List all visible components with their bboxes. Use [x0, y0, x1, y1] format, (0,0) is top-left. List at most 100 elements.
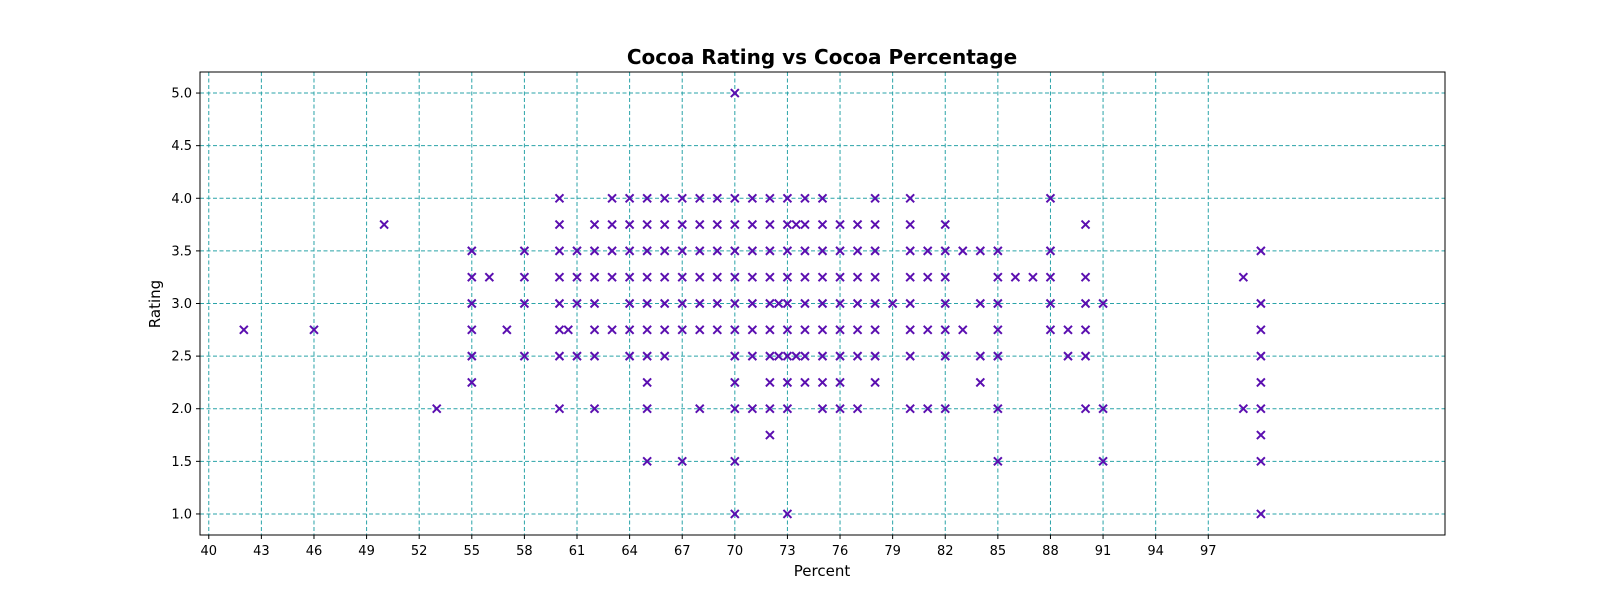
data-point [642, 272, 652, 282]
x-marker [519, 246, 530, 256]
data-point [624, 246, 635, 256]
data-point [554, 193, 565, 203]
data-point [765, 404, 775, 414]
x-marker [572, 272, 582, 282]
data-point [905, 272, 915, 282]
x-tick-label: 76 [832, 544, 849, 559]
x-marker [835, 351, 845, 361]
data-point [747, 219, 758, 230]
data-point [817, 246, 828, 256]
data-point [800, 219, 810, 230]
x-marker [642, 298, 652, 309]
x-marker [782, 298, 793, 309]
data-point [887, 298, 898, 309]
data-point [589, 298, 600, 309]
x-marker [817, 404, 828, 414]
data-point [589, 246, 600, 256]
x-marker [519, 351, 530, 361]
x-marker [782, 509, 793, 519]
x-marker [817, 219, 828, 230]
data-point [730, 325, 740, 335]
x-marker [467, 351, 477, 361]
x-tick-label: 40 [200, 544, 217, 559]
data-point [958, 325, 968, 335]
x-tick-label: 94 [1147, 544, 1164, 559]
x-marker [659, 246, 670, 256]
data-point [1028, 272, 1038, 282]
x-marker [835, 404, 845, 414]
x-marker [695, 193, 705, 203]
x-marker [747, 351, 758, 361]
x-marker [695, 246, 705, 256]
x-marker [835, 272, 845, 282]
x-marker [975, 246, 986, 256]
x-marker [993, 272, 1003, 282]
data-point [1080, 351, 1091, 361]
x-tick-label: 46 [306, 544, 323, 559]
data-point [773, 351, 784, 361]
x-marker [835, 298, 845, 309]
x-marker [589, 351, 600, 361]
x-marker [1098, 456, 1108, 467]
x-marker [730, 377, 740, 388]
x-marker [791, 351, 801, 361]
data-point [905, 351, 915, 361]
x-marker [659, 325, 670, 335]
x-marker [975, 377, 986, 388]
data-point [502, 325, 512, 335]
data-point [730, 88, 740, 98]
data-point [624, 351, 635, 361]
x-marker [624, 351, 635, 361]
x-marker [765, 193, 775, 203]
x-marker [467, 377, 477, 388]
x-marker [677, 219, 687, 230]
x-marker [773, 298, 784, 309]
x-marker [712, 272, 722, 282]
data-point [554, 404, 565, 414]
data-point [642, 193, 652, 203]
data-point [1098, 456, 1108, 467]
x-marker [730, 325, 740, 335]
data-point [1238, 272, 1249, 282]
x-marker [817, 377, 828, 388]
data-point [1010, 272, 1021, 282]
data-point [1045, 298, 1056, 309]
data-point [730, 246, 740, 256]
data-point [765, 246, 775, 256]
x-marker [1256, 456, 1266, 467]
x-marker [800, 325, 810, 335]
x-marker [835, 325, 845, 335]
x-marker [765, 298, 775, 309]
x-marker [773, 351, 784, 361]
data-point [905, 298, 915, 309]
data-point [852, 246, 863, 256]
data-point [765, 219, 775, 230]
x-marker [607, 219, 617, 230]
data-point [852, 272, 863, 282]
x-marker [624, 325, 635, 335]
data-point [817, 219, 828, 230]
data-point [1045, 272, 1056, 282]
data-point [782, 351, 793, 361]
data-points [239, 88, 1266, 519]
data-point [870, 193, 880, 203]
data-point [572, 272, 582, 282]
data-point [747, 298, 758, 309]
data-point [642, 246, 652, 256]
data-point [554, 351, 565, 361]
x-marker [730, 272, 740, 282]
y-tick-label: 3.5 [171, 244, 192, 259]
x-marker [607, 325, 617, 335]
data-point [1256, 404, 1266, 414]
data-point [467, 325, 477, 335]
x-marker [782, 377, 793, 388]
data-point [870, 351, 880, 361]
data-point [607, 325, 617, 335]
data-point [695, 219, 705, 230]
data-point [519, 298, 530, 309]
x-marker [923, 272, 933, 282]
data-point [1256, 325, 1266, 335]
x-marker [817, 272, 828, 282]
data-point [940, 325, 950, 335]
x-marker [1256, 377, 1266, 388]
